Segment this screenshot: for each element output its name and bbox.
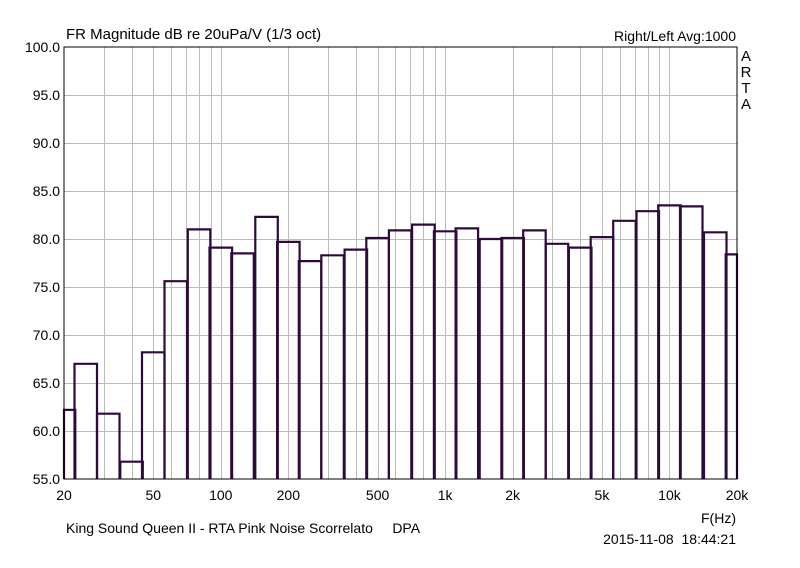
bars bbox=[62, 204, 739, 479]
bar bbox=[454, 227, 480, 479]
y-tick-label: 60.0 bbox=[33, 423, 60, 439]
x-tick-labels: 20 50 100 200 500 1k 2k 5k 10k 20k bbox=[56, 487, 749, 503]
side-label-char: A bbox=[741, 96, 751, 113]
bar bbox=[95, 412, 121, 479]
x-axis-label: F(Hz) bbox=[701, 510, 736, 526]
side-label-char: T bbox=[741, 80, 750, 97]
side-label-char: R bbox=[741, 64, 752, 81]
x-tick-label: 20k bbox=[726, 487, 750, 503]
x-tick-label: 10k bbox=[658, 487, 682, 503]
top-right-label: Right/Left Avg:1000 bbox=[614, 28, 736, 44]
x-tick-label: 100 bbox=[209, 487, 233, 503]
side-label: A R T A bbox=[741, 48, 752, 113]
plot-frame bbox=[63, 46, 738, 480]
side-label-char: A bbox=[741, 48, 751, 65]
x-tick-label: 500 bbox=[366, 487, 390, 503]
y-tick-label: 80.0 bbox=[33, 231, 60, 247]
y-tick-label: 75.0 bbox=[33, 279, 60, 295]
y-tick-label: 90.0 bbox=[33, 135, 60, 151]
bar bbox=[678, 205, 704, 479]
x-tick-label: 20 bbox=[56, 487, 72, 503]
footer-right-timestamp: 2015-11-08 18:44:21 bbox=[603, 531, 736, 547]
y-tick-label: 65.0 bbox=[33, 375, 60, 391]
y-tick-labels: 55.0 60.0 65.0 70.0 75.0 80.0 85.0 90.0 95.0 100.… bbox=[25, 39, 60, 487]
y-tick-label: 70.0 bbox=[33, 327, 60, 343]
x-tick-label: 2k bbox=[505, 487, 521, 503]
chart-title: FR Magnitude dB re 20uPa/V (1/3 oct) bbox=[66, 26, 321, 43]
y-tick-label: 55.0 bbox=[33, 471, 60, 487]
y-tick-label: 85.0 bbox=[33, 183, 60, 199]
x-tick-label: 200 bbox=[277, 487, 301, 503]
bar bbox=[230, 252, 255, 479]
y-tick-label: 95.0 bbox=[33, 87, 60, 103]
x-tick-label: 50 bbox=[145, 487, 161, 503]
x-tick-label: 1k bbox=[438, 487, 454, 503]
x-tick-label: 5k bbox=[595, 487, 611, 503]
footer-left-text: King Sound Queen II - RTA Pink Noise Sco… bbox=[66, 520, 421, 536]
y-tick-label: 100.0 bbox=[25, 39, 60, 55]
grid-lines bbox=[64, 47, 737, 479]
